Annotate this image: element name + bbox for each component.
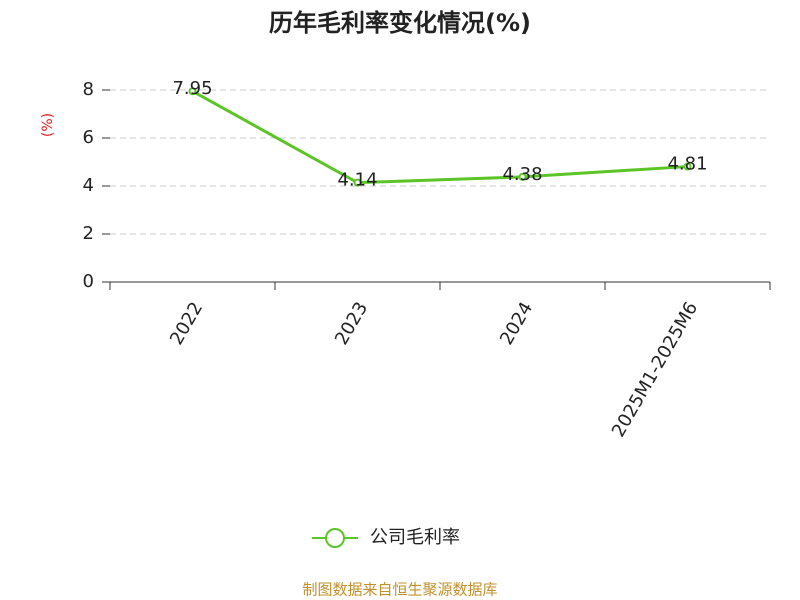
x-tick-label: 2025M1-2025M6 [608, 299, 702, 441]
y-tick-label: 6 [83, 127, 94, 148]
y-tick-label: 8 [83, 79, 94, 100]
x-tick-label: 2022 [166, 299, 207, 349]
x-tick-label: 2023 [331, 299, 372, 349]
data-point [683, 162, 692, 171]
data-label: 7.95 [172, 78, 212, 99]
source-note: 制图数据来自恒生聚源数据库 [302, 581, 497, 599]
data-label: 4.38 [502, 164, 542, 185]
data-point [518, 172, 527, 181]
data-label: 4.14 [337, 170, 377, 191]
series-line [191, 89, 688, 185]
y-tick-label: 0 [83, 271, 94, 292]
y-tick-label: 4 [83, 175, 94, 196]
legend-label: 公司毛利率 [370, 527, 460, 548]
x-tick-label: 2024 [496, 299, 537, 349]
data-point [353, 178, 362, 187]
y-axis-label: (%) [40, 113, 56, 137]
chart-title: 历年毛利率变化情况(%) [269, 9, 531, 37]
y-tick-label: 2 [83, 223, 94, 244]
data-label: 4.81 [667, 154, 707, 175]
data-point [188, 87, 197, 96]
legend-marker [325, 528, 345, 548]
